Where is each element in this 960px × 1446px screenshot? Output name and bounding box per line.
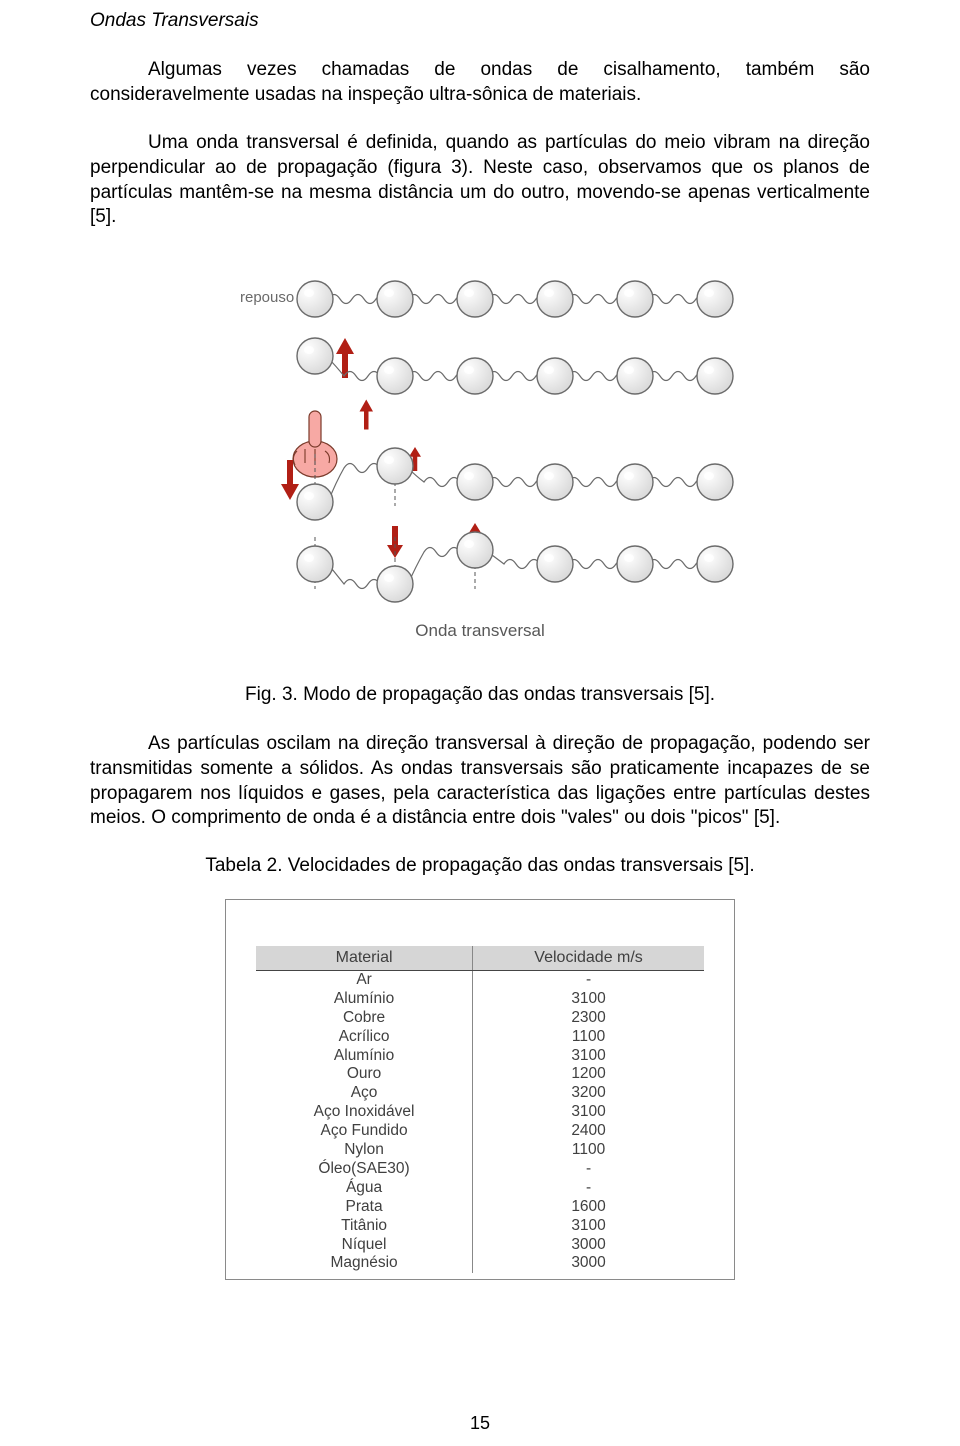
table-cell: Ouro	[256, 1065, 473, 1084]
figure-row-4	[297, 532, 733, 602]
table-cell: -	[473, 1160, 704, 1179]
table-cell: Alumínio	[256, 990, 473, 1009]
table-cell: Aço Inoxidável	[256, 1103, 473, 1122]
table-cell: Ar	[256, 970, 473, 989]
table-cell: 3000	[473, 1236, 704, 1255]
table-2: Material Velocidade m/s Ar- Alumínio3100…	[256, 946, 704, 1274]
table-cell: Aço Fundido	[256, 1122, 473, 1141]
arrow-up-2	[360, 400, 374, 430]
table-cell: Níquel	[256, 1236, 473, 1255]
table-cell: 3000	[473, 1254, 704, 1273]
section-title: Ondas Transversais	[90, 10, 870, 32]
table-cell: Titânio	[256, 1217, 473, 1236]
table-cell: 1600	[473, 1198, 704, 1217]
figure-row-2	[297, 338, 733, 394]
figure-label-repouso: repouso	[240, 289, 294, 306]
table-cell: -	[473, 970, 704, 989]
table-cell: 1100	[473, 1028, 704, 1047]
table-cell: -	[473, 1179, 704, 1198]
table-col-material: Material	[256, 946, 473, 971]
table-cell: Acrílico	[256, 1028, 473, 1047]
table-cell: Prata	[256, 1198, 473, 1217]
table-cell: Óleo(SAE30)	[256, 1160, 473, 1179]
table-cell: Alumínio	[256, 1047, 473, 1066]
table-2-caption: Tabela 2. Velocidades de propagação das …	[90, 855, 870, 877]
table-2-frame: Material Velocidade m/s Ar- Alumínio3100…	[225, 899, 735, 1281]
table-2-body: Ar- Alumínio3100 Cobre2300 Acrílico1100 …	[256, 970, 704, 1273]
table-cell: 3100	[473, 1103, 704, 1122]
figure-3: repouso	[220, 254, 740, 654]
paragraph-1: Algumas vezes chamadas de ondas de cisal…	[90, 58, 870, 107]
table-cell: Aço	[256, 1084, 473, 1103]
table-cell: Magnésio	[256, 1254, 473, 1273]
table-cell: 2400	[473, 1122, 704, 1141]
table-cell: 3200	[473, 1084, 704, 1103]
table-cell: Água	[256, 1179, 473, 1198]
page-number: 15	[0, 1413, 960, 1434]
table-cell: Nylon	[256, 1141, 473, 1160]
table-cell: 3100	[473, 990, 704, 1009]
figure-legend: Onda transversal	[415, 621, 544, 640]
table-cell: 3100	[473, 1047, 704, 1066]
figure-3-svg: repouso	[220, 254, 740, 654]
figure-3-caption: Fig. 3. Modo de propagação das ondas tra…	[90, 684, 870, 706]
table-cell: 1200	[473, 1065, 704, 1084]
figure-row-3	[297, 448, 733, 520]
paragraph-3: As partículas oscilam na direção transve…	[90, 732, 870, 831]
table-cell: 3100	[473, 1217, 704, 1236]
table-cell: 1100	[473, 1141, 704, 1160]
figure-row-repouso	[297, 281, 733, 317]
hand-icon	[293, 411, 337, 477]
table-cell: 2300	[473, 1009, 704, 1028]
table-col-velocidade: Velocidade m/s	[473, 946, 704, 971]
table-cell: Cobre	[256, 1009, 473, 1028]
paragraph-2: Uma onda transversal é definida, quando …	[90, 131, 870, 230]
